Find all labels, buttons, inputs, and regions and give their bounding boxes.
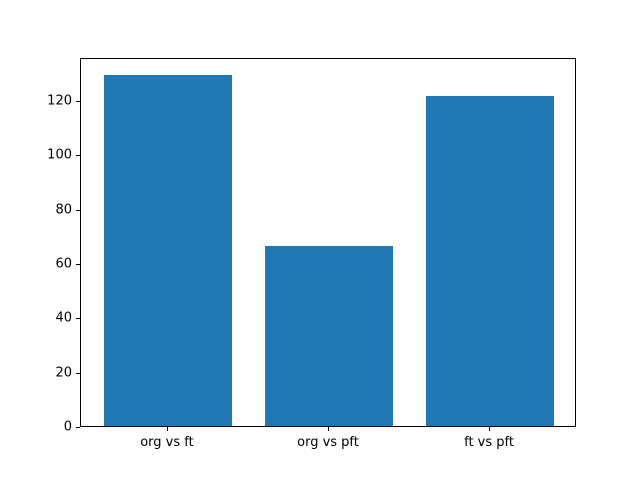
x-tick-label-org-vs-ft: org vs ft xyxy=(140,435,194,450)
y-tick-label: 100 xyxy=(47,147,72,163)
y-tick-label: 20 xyxy=(55,365,72,381)
y-tick-label: 40 xyxy=(55,310,72,326)
y-tick-mark xyxy=(76,155,80,157)
y-tick-mark xyxy=(76,427,80,428)
x-tick-mark xyxy=(166,427,168,431)
y-tick-mark xyxy=(76,100,80,102)
x-tick-mark xyxy=(328,427,329,431)
bar-org-vs-ft xyxy=(103,74,233,426)
y-tick-label: 120 xyxy=(47,93,72,109)
x-tick-label-ft-vs-pft: ft vs pft xyxy=(464,435,514,450)
y-tick-label: 80 xyxy=(55,202,72,218)
y-tick-label: 60 xyxy=(55,256,72,272)
y-tick-mark xyxy=(76,263,80,265)
y-tick-mark xyxy=(76,372,80,374)
x-tick-label-org-vs-pft: org vs pft xyxy=(297,435,359,450)
y-tick-label: 0 xyxy=(63,419,72,435)
y-tick-mark xyxy=(76,209,80,211)
bar-org-vs-pft xyxy=(264,246,394,426)
y-tick-mark xyxy=(76,318,80,320)
plot-area xyxy=(80,58,576,427)
bar-ft-vs-pft xyxy=(425,96,555,426)
x-tick-mark xyxy=(489,427,491,431)
